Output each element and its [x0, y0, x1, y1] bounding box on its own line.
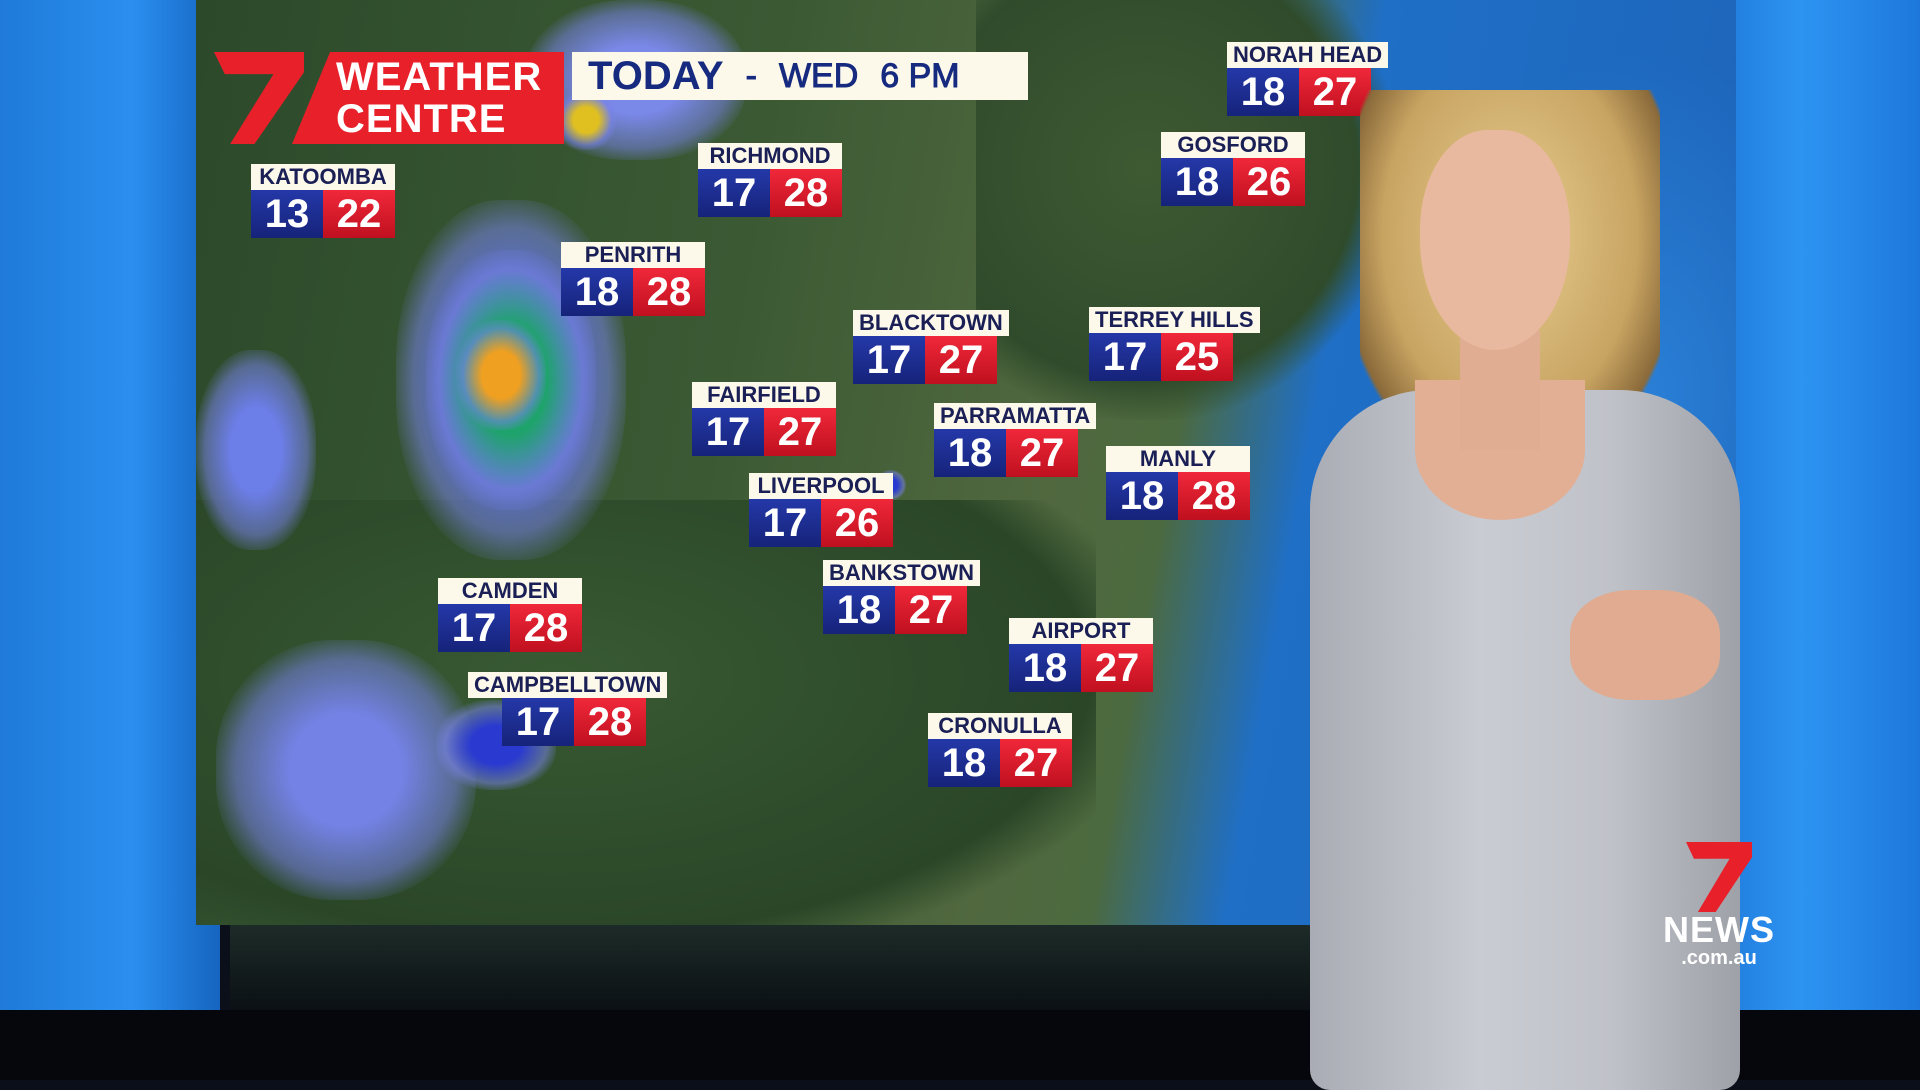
city-name: AIRPORT — [1009, 618, 1153, 644]
separator: - — [745, 56, 757, 95]
city-forecast: KATOOMBA 13 22 — [251, 164, 395, 238]
max-temp: 27 — [1000, 739, 1072, 787]
city-forecast: PENRITH 18 28 — [561, 242, 705, 316]
min-temp: 18 — [823, 586, 895, 634]
weather-centre-logo: WEATHER CENTRE — [214, 52, 564, 144]
city-forecast: AIRPORT 18 27 — [1009, 618, 1153, 692]
max-temp: 26 — [1233, 158, 1305, 206]
city-name: NORAH HEAD — [1227, 42, 1389, 68]
day-label: TODAY — [588, 53, 724, 98]
rain-cell — [196, 350, 316, 550]
city-forecast: CRONULLA 18 27 — [928, 713, 1072, 787]
city-forecast: RICHMOND 17 28 — [698, 143, 842, 217]
logo-line1: WEATHER — [336, 55, 543, 99]
city-name: KATOOMBA — [251, 164, 395, 190]
city-name: CRONULLA — [928, 713, 1072, 739]
min-temp: 18 — [928, 739, 1000, 787]
min-temp: 17 — [692, 408, 764, 456]
city-forecast: BANKSTOWN 18 27 — [823, 560, 981, 634]
city-name: BANKSTOWN — [823, 560, 981, 586]
min-temp: 18 — [561, 268, 633, 316]
city-name: LIVERPOOL — [749, 473, 893, 499]
city-name: MANLY — [1106, 446, 1250, 472]
min-temp: 18 — [1161, 158, 1233, 206]
max-temp: 27 — [925, 336, 997, 384]
max-temp: 28 — [633, 268, 705, 316]
min-temp: 17 — [749, 499, 821, 547]
max-temp: 28 — [574, 698, 646, 746]
max-temp: 22 — [323, 190, 395, 238]
min-temp: 17 — [698, 169, 770, 217]
watermark-domain: .com.au — [1681, 947, 1757, 969]
forecast-time-banner: TODAY - WED 6 PM — [572, 52, 1028, 100]
max-temp: 28 — [770, 169, 842, 217]
city-forecast: LIVERPOOL 17 26 — [749, 473, 893, 547]
min-temp: 18 — [934, 429, 1006, 477]
city-name: BLACKTOWN — [853, 310, 1009, 336]
max-temp: 28 — [1178, 472, 1250, 520]
city-forecast: NORAH HEAD 18 27 — [1227, 42, 1389, 116]
city-name: TERREY HILLS — [1089, 307, 1260, 333]
max-temp: 27 — [1081, 644, 1153, 692]
weekday-label: WED — [778, 56, 859, 95]
min-temp: 17 — [853, 336, 925, 384]
logo-line2: CENTRE — [336, 97, 507, 141]
min-temp: 18 — [1009, 644, 1081, 692]
seven-logo-icon — [1686, 842, 1752, 912]
rain-cell — [216, 640, 476, 900]
rain-cell — [556, 90, 616, 150]
rain-cell — [456, 320, 546, 430]
seven-logo-icon — [214, 52, 304, 144]
city-forecast: CAMDEN 17 28 — [438, 578, 582, 652]
max-temp: 28 — [510, 604, 582, 652]
city-forecast: MANLY 18 28 — [1106, 446, 1250, 520]
studio-wall-left — [0, 0, 220, 1010]
city-name: FAIRFIELD — [692, 382, 836, 408]
max-temp: 27 — [1299, 68, 1371, 116]
city-name: GOSFORD — [1161, 132, 1305, 158]
max-temp: 27 — [895, 586, 967, 634]
max-temp: 27 — [764, 408, 836, 456]
city-forecast: GOSFORD 18 26 — [1161, 132, 1305, 206]
city-forecast: CAMPBELLTOWN 17 28 — [468, 672, 668, 746]
city-name: RICHMOND — [698, 143, 842, 169]
min-temp: 13 — [251, 190, 323, 238]
city-name: CAMDEN — [438, 578, 582, 604]
min-temp: 17 — [502, 698, 574, 746]
7news-watermark: NEWS .com.au — [1644, 842, 1794, 968]
city-name: CAMPBELLTOWN — [468, 672, 668, 698]
min-temp: 18 — [1227, 68, 1299, 116]
presenter — [1300, 90, 1750, 1090]
city-name: PARRAMATTA — [934, 403, 1097, 429]
watermark-brand: NEWS — [1663, 909, 1775, 950]
min-temp: 17 — [1089, 333, 1161, 381]
city-forecast: PARRAMATTA 18 27 — [934, 403, 1097, 477]
max-temp: 27 — [1006, 429, 1078, 477]
min-temp: 18 — [1106, 472, 1178, 520]
time-label: 6 PM — [880, 56, 960, 95]
city-forecast: BLACKTOWN 17 27 — [853, 310, 1009, 384]
city-name: PENRITH — [561, 242, 705, 268]
max-temp: 26 — [821, 499, 893, 547]
city-forecast: FAIRFIELD 17 27 — [692, 382, 836, 456]
min-temp: 17 — [438, 604, 510, 652]
max-temp: 25 — [1161, 333, 1233, 381]
city-forecast: TERREY HILLS 17 25 — [1089, 307, 1260, 381]
